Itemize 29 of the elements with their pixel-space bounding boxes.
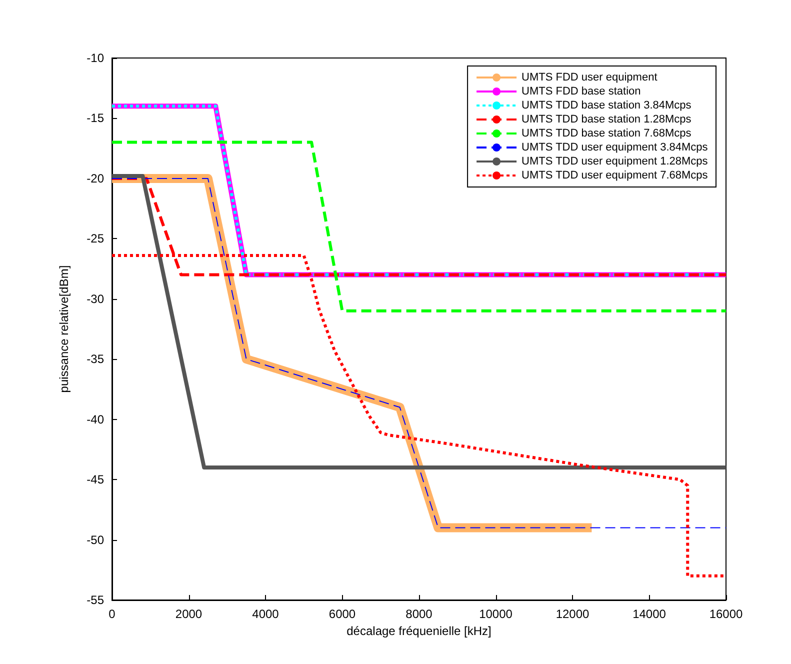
legend-label: UMTS TDD base station 1.28Mcps: [522, 114, 692, 126]
legend-label: UMTS TDD base station 3.84Mcps: [522, 100, 692, 112]
legend-label: UMTS FDD user equipment: [522, 72, 658, 84]
y-tick-label: -35: [86, 352, 104, 366]
x-tick-label: 16000: [709, 607, 744, 621]
x-tick-label: 2000: [175, 607, 202, 621]
y-axis-title: puissance relative[dBm]: [57, 265, 71, 393]
x-axis-title: décalage fréquenielle [kHz]: [346, 624, 492, 638]
legend-label: UMTS TDD user equipment 3.84Mcps: [522, 142, 708, 154]
legend-label: UMTS TDD user equipment 1.28Mcps: [522, 156, 708, 168]
legend-label: UMTS TDD user equipment 7.68Mcps: [522, 170, 708, 182]
y-tick-label: -15: [86, 111, 104, 126]
y-tick-label: -55: [86, 593, 104, 607]
y-tick-label: -30: [86, 292, 104, 306]
x-tick-label: 14000: [632, 607, 666, 621]
x-tick-label: 6000: [328, 607, 356, 621]
legend-label: UMTS FDD base station: [522, 86, 641, 98]
y-tick-label: -20: [86, 171, 104, 186]
x-tick-label: 8000: [406, 607, 433, 621]
y-tick-label: -45: [86, 472, 104, 487]
x-tick-label: 4000: [252, 607, 280, 621]
x-tick-label: 12000: [556, 607, 590, 621]
x-tick-label: 0: [108, 607, 116, 621]
y-tick-label: -50: [86, 532, 104, 547]
x-tick-label: 10000: [479, 607, 513, 621]
y-tick-label: -10: [86, 51, 104, 65]
legend-label: UMTS TDD base station 7.68Mcps: [522, 128, 692, 140]
y-tick-label: -25: [86, 232, 104, 246]
y-tick-label: -40: [86, 412, 104, 426]
